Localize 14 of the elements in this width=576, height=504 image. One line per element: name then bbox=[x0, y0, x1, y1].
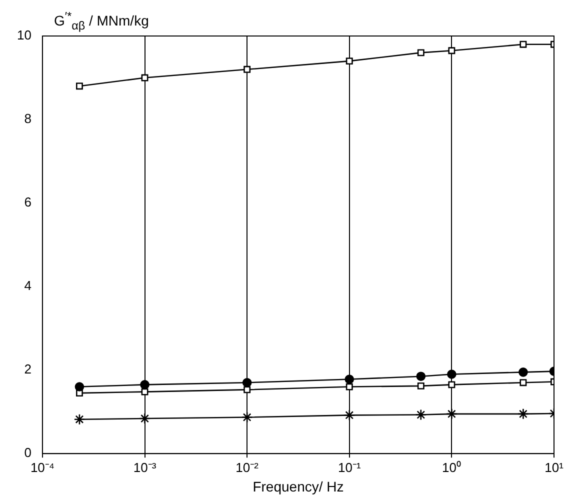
x-tick-label: 10¹ bbox=[544, 460, 564, 475]
y-tick-label: 10 bbox=[16, 28, 32, 43]
x-axis-title: Frequency/ Hz bbox=[252, 478, 344, 494]
x-tick-label: 10⁰ bbox=[442, 460, 462, 475]
y-tick-label: 6 bbox=[24, 194, 32, 210]
x-tick-label: 10⁻¹ bbox=[338, 460, 362, 475]
y-tick-label: 0 bbox=[24, 445, 32, 460]
y-tick-label: 2 bbox=[24, 362, 32, 377]
y-tick-label: 4 bbox=[24, 278, 32, 294]
x-tick-label: 10⁻³ bbox=[133, 460, 157, 475]
y-axis-title: G$^{′*}$$_{αβ}$ / MNm/kg bbox=[54, 10, 149, 32]
x-tick-label: 10⁻⁴ bbox=[30, 460, 54, 475]
x-tick-label: 10⁻² bbox=[236, 460, 260, 475]
y-tick-label: 8 bbox=[24, 111, 32, 126]
